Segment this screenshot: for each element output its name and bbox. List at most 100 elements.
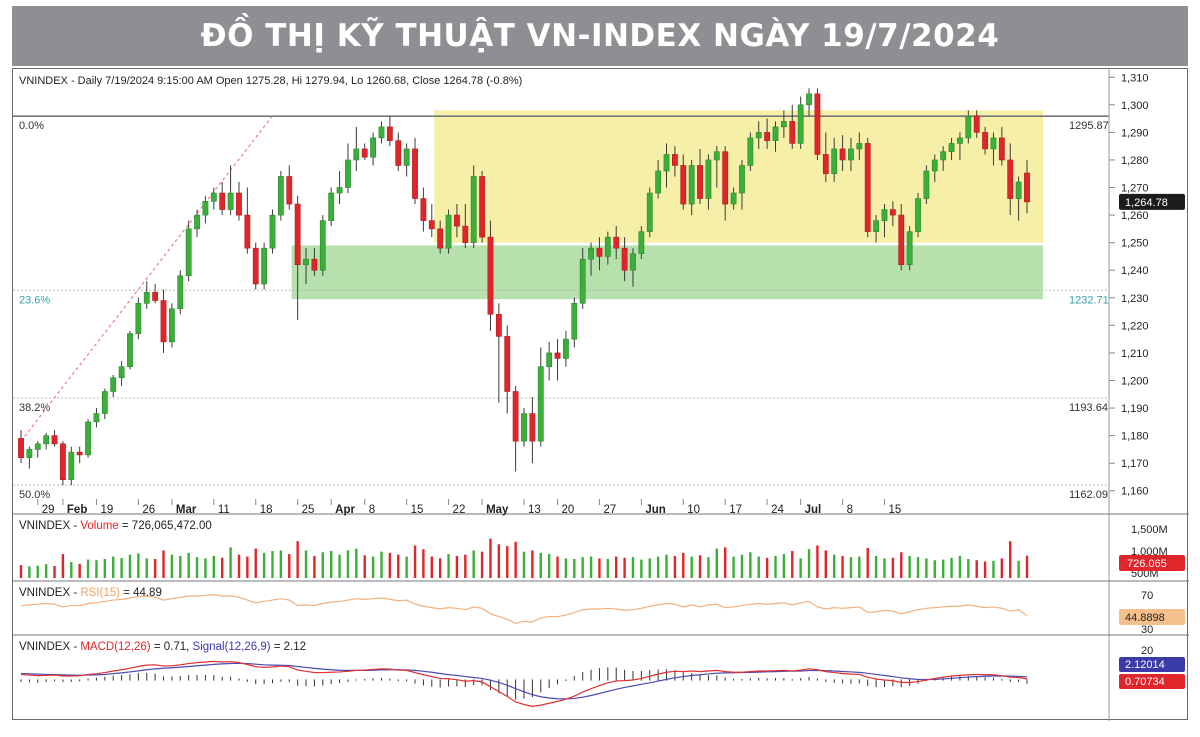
- volume-bar: [975, 560, 978, 578]
- candle-body: [319, 220, 326, 271]
- volume-bar: [958, 555, 962, 578]
- candle-body: [169, 308, 175, 343]
- volume-bar: [983, 561, 987, 578]
- candle-body: [210, 192, 217, 202]
- volume-bar: [36, 565, 39, 578]
- candle-body: [437, 228, 444, 249]
- candle-body: [328, 192, 335, 221]
- y-tick-label: 1,260: [1121, 210, 1149, 222]
- candle-body: [244, 214, 251, 249]
- volume-tag: 726.065: [1119, 555, 1185, 571]
- volume-bar: [648, 558, 651, 578]
- x-tick-label: 10: [687, 504, 700, 516]
- candle-body: [504, 336, 511, 392]
- candle-body: [336, 187, 343, 194]
- volume-bar: [304, 550, 308, 578]
- y-tick-label: 1,190: [1121, 403, 1149, 415]
- volume-bar: [95, 560, 98, 578]
- y-tick-label: 1,230: [1121, 293, 1149, 305]
- resistance-zone: [434, 110, 1044, 243]
- y-tick-label: 1,210: [1121, 348, 1149, 360]
- macd-tag: 0.70734: [1119, 674, 1185, 689]
- rsi-tag: 44.8898: [1119, 609, 1185, 625]
- volume-bar: [883, 558, 886, 578]
- volume-bar: [891, 557, 895, 578]
- candle-body: [789, 121, 796, 144]
- candle-body: [630, 253, 636, 271]
- candle-body: [730, 192, 737, 205]
- candle-body: [982, 132, 988, 150]
- volume-bar: [405, 556, 408, 578]
- volume-bar: [497, 544, 501, 578]
- y-tick-label: 1,180: [1121, 431, 1149, 443]
- rsi-line: [20, 593, 1028, 625]
- volume-bar: [128, 554, 132, 578]
- svg-text:2.12014: 2.12014: [1125, 659, 1165, 671]
- volume-bar: [153, 558, 157, 578]
- volume-bar: [1025, 555, 1029, 578]
- candle-body: [34, 443, 41, 450]
- candle-body: [252, 247, 259, 285]
- fib-percent-label: 38.2%: [19, 402, 50, 414]
- candle-body: [889, 209, 896, 216]
- volume-bar: [120, 558, 123, 578]
- svg-text:1,264.78: 1,264.78: [1125, 197, 1168, 209]
- volume-bar: [673, 555, 677, 578]
- price-axis: 1,310 1,300 1,290 1,280 1,270 1,260 1,250 1,240…: [1109, 72, 1149, 498]
- volume-bar: [195, 557, 199, 578]
- candle-body: [269, 214, 276, 249]
- candle-body: [160, 300, 167, 343]
- macd-tick: 20: [1141, 645, 1153, 657]
- volume-bar: [19, 565, 23, 578]
- candle-body: [185, 228, 192, 277]
- volume-bar: [254, 548, 257, 578]
- candle-body: [588, 247, 594, 260]
- candle-body: [864, 143, 871, 232]
- volume-bar: [573, 558, 576, 578]
- candle-body: [127, 333, 133, 367]
- candle-body: [638, 231, 645, 254]
- volume-bar: [388, 552, 392, 578]
- macd-histogram: [20, 667, 1028, 700]
- volume-bar: [422, 549, 425, 578]
- candle-body: [261, 247, 268, 285]
- candle-body: [470, 176, 477, 243]
- volume-bar: [371, 556, 375, 578]
- candle-body: [101, 391, 108, 414]
- candle-body: [604, 236, 611, 257]
- signal-tag: 2.12014: [1119, 657, 1185, 672]
- candle-body: [445, 214, 452, 249]
- candle-body: [76, 451, 83, 456]
- volume-bar: [724, 547, 727, 578]
- candle-body: [705, 159, 712, 199]
- candle-body: [353, 148, 360, 161]
- candle-body: [931, 159, 938, 172]
- date-axis: 29 Feb 19 26 Mar 11 18 25 Apr 8 15 22 May 13 20 27 Jun 10…: [37, 499, 901, 516]
- volume-bar: [757, 556, 760, 578]
- volume-tick: 1,500M: [1131, 524, 1168, 536]
- candle-body: [646, 192, 653, 232]
- volume-bar: [824, 550, 827, 578]
- candle-body: [521, 413, 527, 442]
- candle-body: [713, 151, 720, 161]
- volume-bar: [539, 552, 542, 578]
- volume-bar: [455, 555, 459, 578]
- candle-body: [18, 438, 24, 458]
- volume-bar: [506, 546, 509, 578]
- volume-bar: [464, 554, 467, 578]
- candle-body: [495, 314, 502, 337]
- volume-bar: [212, 555, 216, 578]
- volume-bar: [715, 548, 719, 578]
- volume-bar: [732, 556, 735, 578]
- candle-body: [537, 366, 544, 442]
- x-tick-label: 13: [528, 504, 541, 516]
- candle-body: [412, 148, 418, 199]
- volume-bar: [338, 554, 341, 578]
- candle-body: [1015, 181, 1022, 199]
- chart-canvas: 0.0% 1295.87 23.6% 1232.71 38.2% 1193.64 50.0%…: [13, 69, 1189, 721]
- candle-body: [529, 413, 536, 442]
- volume-bar: [86, 559, 90, 578]
- volume-bar: [112, 556, 115, 578]
- x-tick-label: 18: [260, 504, 273, 516]
- candle-body: [420, 198, 427, 221]
